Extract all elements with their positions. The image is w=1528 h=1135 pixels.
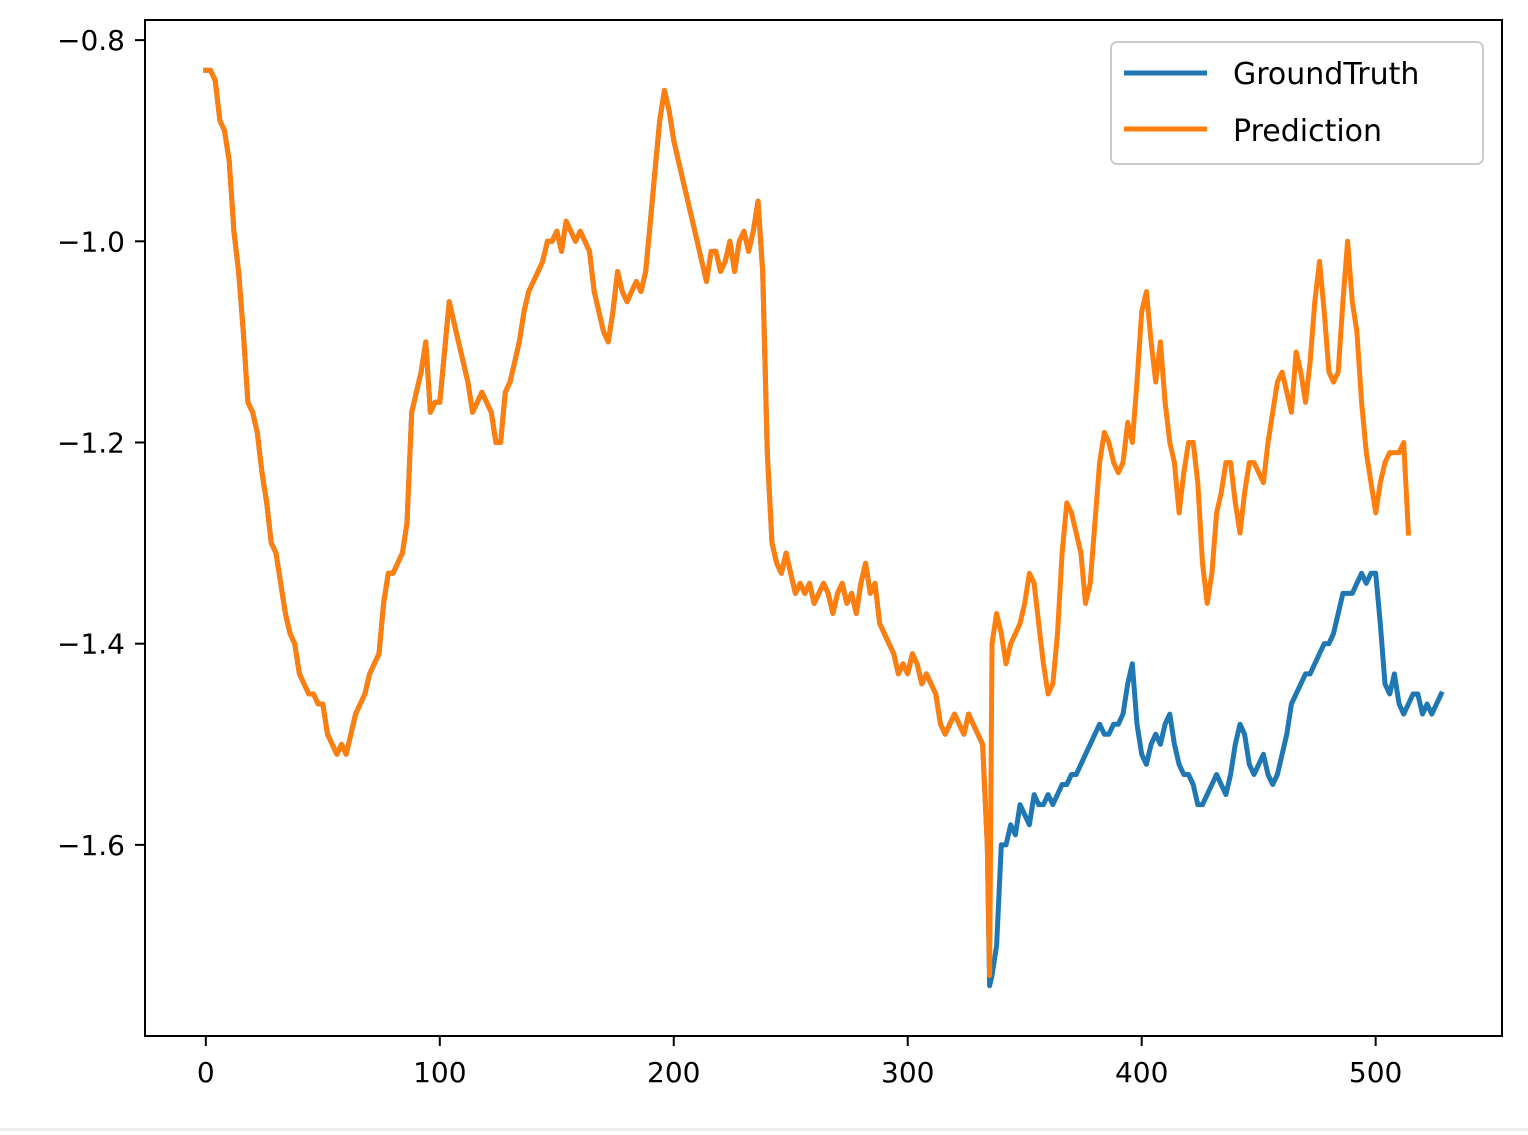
y-tick-label: −1.6 bbox=[57, 829, 125, 862]
x-tick-label: 0 bbox=[197, 1056, 215, 1089]
series-layer bbox=[203, 67, 1445, 989]
legend: GroundTruth Prediction bbox=[1110, 41, 1484, 165]
x-tick-label: 200 bbox=[647, 1056, 700, 1089]
legend-label-prediction: Prediction bbox=[1233, 114, 1382, 149]
y-tick-label: −1.4 bbox=[57, 628, 125, 661]
x-axis: 0 100 200 300 400 500 bbox=[197, 1036, 1402, 1089]
y-axis: −0.8 −1.0 −1.2 −1.4 −1.6 bbox=[57, 24, 145, 862]
y-tick-label: −0.8 bbox=[57, 24, 125, 57]
bottom-divider bbox=[0, 1128, 1528, 1131]
x-tick-label: 100 bbox=[413, 1056, 466, 1089]
y-tick-label: −1.0 bbox=[57, 225, 125, 258]
plot-frame bbox=[144, 19, 1503, 1037]
y-tick-label: −1.2 bbox=[57, 426, 125, 459]
x-tick-label: 300 bbox=[881, 1056, 934, 1089]
x-tick-label: 400 bbox=[1115, 1056, 1168, 1089]
plot-area bbox=[145, 20, 1502, 1036]
legend-label-groundtruth: GroundTruth bbox=[1233, 57, 1419, 92]
x-tick-label: 500 bbox=[1349, 1056, 1402, 1089]
series-line-prediction bbox=[203, 67, 1412, 979]
